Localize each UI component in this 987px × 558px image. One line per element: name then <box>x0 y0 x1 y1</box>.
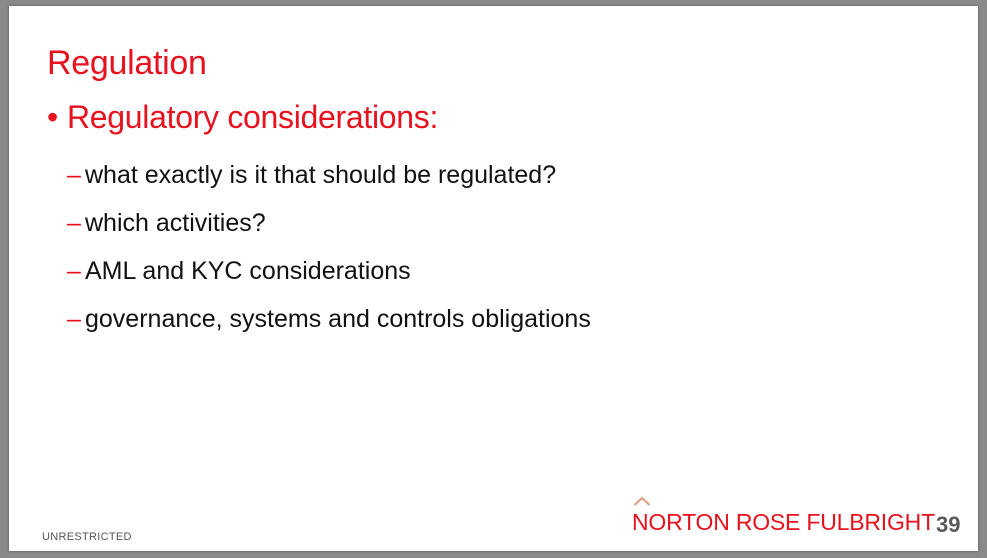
list-item-text: AML and KYC considerations <box>85 257 411 285</box>
bullet-text: Regulatory considerations: <box>67 99 439 135</box>
chevron-mark-icon <box>633 496 651 506</box>
list-item-text: governance, systems and controls obligat… <box>85 305 591 333</box>
company-logo: NORTON ROSE FULBRIGHT <box>632 496 935 536</box>
dash-marker: – <box>67 161 81 189</box>
slide: Regulation • Regulatory considerations: –… <box>9 6 978 551</box>
list-item: – what exactly is it that should be regul… <box>67 158 591 206</box>
list-item: – AML and KYC considerations <box>67 254 591 302</box>
page-number: 39 <box>936 512 961 537</box>
dash-marker: – <box>67 209 81 237</box>
bullet-marker: • <box>47 99 58 135</box>
list-item: – which activities? <box>67 206 591 254</box>
list-item: – governance, systems and controls obliga… <box>67 302 591 350</box>
logo-text: NORTON ROSE FULBRIGHT <box>632 509 935 535</box>
list-item-text: which activities? <box>85 209 266 237</box>
list-item-text: what exactly is it that should be regula… <box>85 161 557 189</box>
sub-bullet-list: – what exactly is it that should be regul… <box>67 158 591 350</box>
slide-title: Regulation <box>47 44 207 82</box>
classification-label: UNRESTRICTED <box>42 531 132 543</box>
dash-marker: – <box>67 305 81 333</box>
main-bullet: • Regulatory considerations: <box>47 99 438 136</box>
dash-marker: – <box>67 257 81 285</box>
